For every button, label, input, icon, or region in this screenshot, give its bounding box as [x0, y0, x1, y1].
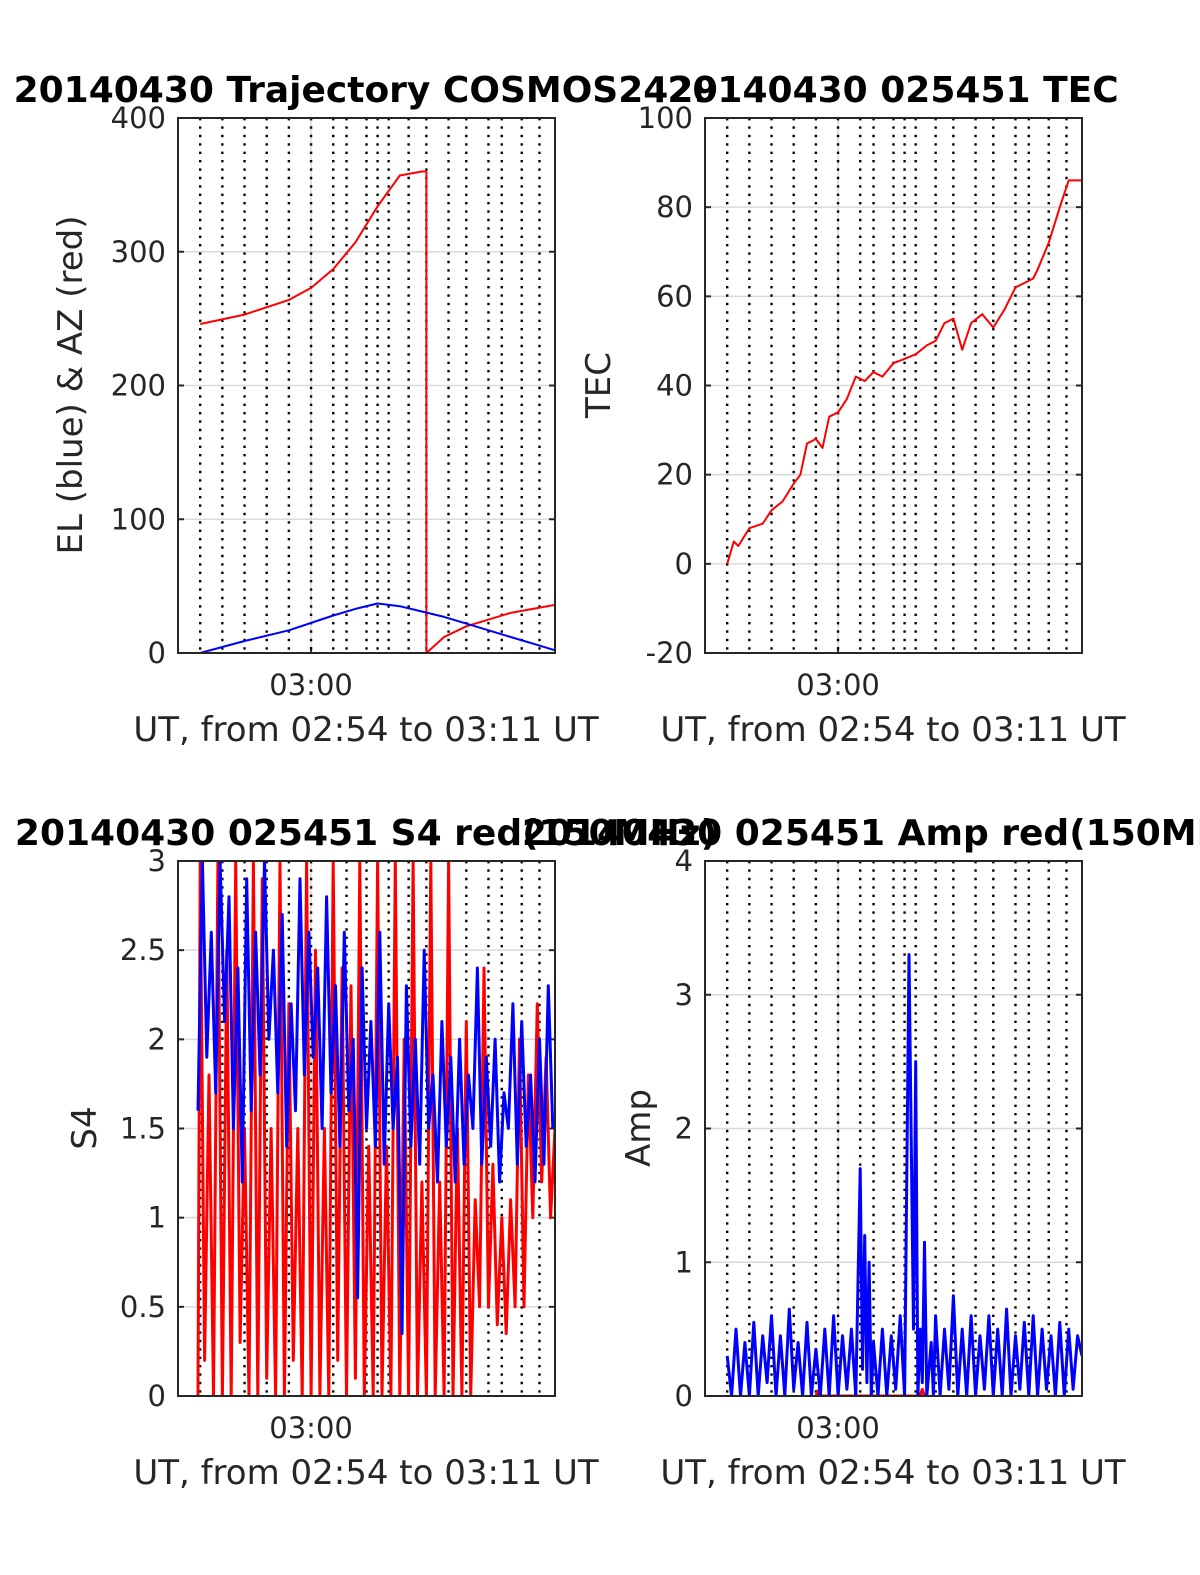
trajectory-ytick-label-3: 300 [111, 235, 166, 269]
tec-ytick-label-5: 80 [656, 190, 693, 224]
s4-panel: 0 0.5 1 1.5 2 2.5 3 03:00 20140430 025451 S4 re… [15, 813, 717, 1493]
trajectory-ylabel: EL (blue) & AZ (red) [51, 215, 91, 554]
amp-ytick-label-2: 2 [675, 1112, 693, 1146]
amp-ylabel: Amp [619, 1089, 659, 1167]
tec-ytick-label-2: 20 [656, 458, 693, 492]
trajectory-series-1 [199, 602, 555, 653]
s4-xtick-label-0: 03:00 [269, 1411, 353, 1445]
amp-series-1 [725, 953, 1082, 1396]
s4-ytick-label-3: 1.5 [120, 1112, 166, 1146]
s4-ytick-label-2: 1 [148, 1201, 166, 1235]
trajectory-title: 20140430 Trajectory COSMOS2429 [14, 70, 719, 111]
trajectory-axes-box [177, 117, 556, 654]
tec-title: 20140430 025451 TEC [667, 70, 1118, 111]
s4-title: 20140430 025451 S4 red(150MHz) [15, 813, 717, 854]
trajectory-ytick-label-4: 400 [111, 101, 166, 135]
s4-xlabel: UT, from 02:54 to 03:11 UT [133, 1453, 599, 1493]
amp-ytick-label-0: 0 [675, 1379, 693, 1413]
amp-series-0 [814, 1387, 926, 1396]
amp-ytick-label-1: 1 [675, 1245, 693, 1279]
trajectory-xtick-label-0: 03:00 [269, 668, 353, 702]
tec-xlabel: UT, from 02:54 to 03:11 UT [660, 710, 1126, 750]
tec-plot-area: -20 0 20 40 60 80 100 03:00 [638, 101, 1083, 702]
s4-plot-area: 0 0.5 1 1.5 2 2.5 3 03:00 [120, 844, 556, 1445]
tec-ytick-label-0: -20 [646, 636, 693, 670]
s4-axes-box [177, 860, 556, 1397]
tec-ytick-label-6: 100 [638, 101, 693, 135]
s4-ytick-label-5: 2.5 [120, 933, 166, 967]
s4-ytick-label-0: 0 [148, 1379, 166, 1413]
tec-xtick-label-0: 03:00 [796, 668, 880, 702]
amp-ytick-label-3: 3 [675, 978, 693, 1012]
amp-plot-area: 0 1 2 3 4 03:00 [675, 844, 1083, 1445]
trajectory-ytick-label-0: 0 [148, 636, 166, 670]
amp-title: 20140430 025451 Amp red(150MHz) [522, 813, 1200, 854]
tec-panel: -20 0 20 40 60 80 100 03:00 20140430 025451 TEC… [579, 70, 1126, 750]
tec-ytick-label-1: 0 [675, 547, 693, 581]
trajectory-xlabel: UT, from 02:54 to 03:11 UT [133, 710, 599, 750]
trajectory-series-0 [199, 170, 555, 653]
s4-ytick-label-6: 3 [148, 844, 166, 878]
amp-panel: 0 1 2 3 4 03:00 20140430 025451 Amp red(150MH… [522, 813, 1200, 1493]
amp-ytick-label-4: 4 [675, 844, 693, 878]
tec-series-0 [726, 179, 1082, 565]
s4-ylabel: S4 [65, 1106, 105, 1149]
trajectory-ytick-label-2: 200 [111, 369, 166, 403]
s4-ytick-label-4: 2 [148, 1022, 166, 1056]
tec-ytick-label-3: 40 [656, 369, 693, 403]
amp-xtick-label-0: 03:00 [796, 1411, 880, 1445]
trajectory-plot-area: 0 100 200 300 400 03:00 [111, 101, 556, 702]
amp-axes-box [704, 860, 1083, 1397]
s4-series-1 [196, 861, 555, 1336]
tec-axes-box [704, 117, 1083, 654]
s4-ytick-label-1: 0.5 [120, 1290, 166, 1324]
tec-ytick-label-4: 60 [656, 279, 693, 313]
tec-ylabel: TEC [579, 352, 619, 419]
amp-xlabel: UT, from 02:54 to 03:11 UT [660, 1453, 1126, 1493]
trajectory-ytick-label-1: 100 [111, 502, 166, 536]
